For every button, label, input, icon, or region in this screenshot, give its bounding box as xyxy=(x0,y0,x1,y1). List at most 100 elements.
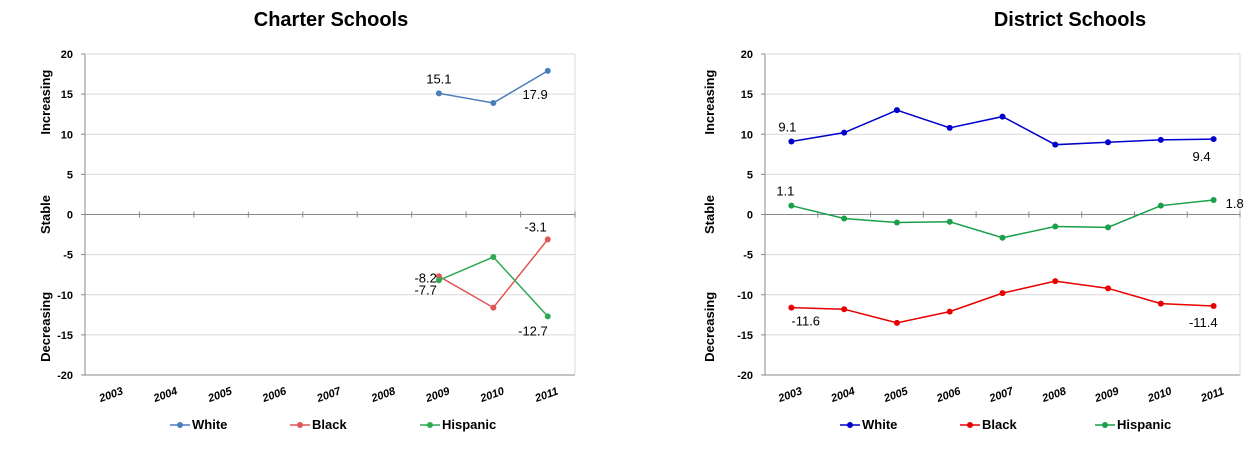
x-tick-label: 2004 xyxy=(151,385,179,405)
data-point-white xyxy=(1210,136,1217,143)
x-tick-label: 2011 xyxy=(533,385,560,405)
data-point-hispanic xyxy=(841,215,848,222)
data-point-black xyxy=(1210,302,1217,309)
data-label: 17.9 xyxy=(522,87,547,102)
x-tick-label: 2009 xyxy=(1093,385,1122,405)
data-point-hispanic xyxy=(544,313,551,320)
y-tick-label: -5 xyxy=(743,250,753,262)
legend-label: White xyxy=(192,417,227,432)
data-point-white xyxy=(544,67,551,74)
data-label: -12.7 xyxy=(518,323,548,338)
y-tick-label: -10 xyxy=(57,290,73,302)
y-tick-label: 10 xyxy=(61,129,73,141)
y-tick-label: 10 xyxy=(741,129,753,141)
charter-schools-chart: Charter Schools 20 15 10 5 0 -5 -10 -15 -20 Increa… xyxy=(0,0,600,462)
band-label: Increasing xyxy=(702,70,717,135)
x-tick-label: 2007 xyxy=(314,385,343,405)
data-point-black xyxy=(788,304,795,311)
data-point-black xyxy=(893,319,900,326)
y-tick-label: 0 xyxy=(747,210,753,222)
data-label: 9.4 xyxy=(1193,149,1211,164)
y-tick-label: 15 xyxy=(61,89,73,101)
data-point-hispanic xyxy=(788,202,795,209)
series-line-hispanic xyxy=(791,199,1214,239)
data-label: -8.2 xyxy=(414,270,436,285)
data-label: 15.1 xyxy=(426,71,451,86)
data-point-white xyxy=(1052,141,1059,148)
data-point-hispanic xyxy=(1052,223,1059,230)
band-label: Decreasing xyxy=(702,292,717,362)
y-tick-label: 5 xyxy=(747,169,753,181)
x-tick-label: 2010 xyxy=(478,385,507,405)
legend-label: White xyxy=(862,417,897,432)
x-tick-label: 2009 xyxy=(423,385,452,405)
y-tick-label: -10 xyxy=(737,290,753,302)
data-point-black xyxy=(544,236,551,243)
charter-schools-svg: Charter Schools 20 15 10 5 0 -5 -10 -15 -20 Increa… xyxy=(38,9,576,432)
x-tick-label: 2006 xyxy=(934,385,963,405)
data-point-white xyxy=(841,129,848,136)
data-point-hispanic xyxy=(1210,197,1217,204)
data-point-white xyxy=(1105,139,1112,146)
data-point-hispanic xyxy=(1157,202,1164,209)
y-tick-label: 20 xyxy=(61,49,73,61)
legend-swatch-marker xyxy=(1102,422,1108,428)
legend-swatch-marker xyxy=(177,422,183,428)
x-tick-label: 2007 xyxy=(987,385,1016,405)
y-tick-label: 20 xyxy=(741,49,753,61)
x-tick-label: 2005 xyxy=(206,385,235,405)
band-label: Stable xyxy=(38,195,53,234)
y-tick-label: -15 xyxy=(737,330,753,342)
chart-title: Charter Schools xyxy=(254,9,408,31)
data-point-hispanic xyxy=(999,234,1006,241)
data-point-black xyxy=(1052,278,1059,285)
band-label: Decreasing xyxy=(38,292,53,362)
data-point-white xyxy=(788,138,795,145)
data-point-black xyxy=(999,290,1006,297)
data-label: -7.7 xyxy=(414,282,436,297)
legend-label: Black xyxy=(312,417,347,432)
data-label: -3.1 xyxy=(524,219,546,234)
x-tick-label: 2011 xyxy=(1198,385,1225,405)
district-schools-chart: District Schools 20 15 10 5 0 -5 -10 -15 -20 Incre… xyxy=(640,0,1256,462)
data-point-white xyxy=(893,107,900,114)
data-point-black xyxy=(841,306,848,313)
x-tick-label: 2008 xyxy=(1040,385,1069,405)
x-tick-label: 2010 xyxy=(1145,385,1174,405)
data-point-white xyxy=(999,113,1006,120)
legend-swatch-marker xyxy=(967,422,973,428)
data-point-black xyxy=(946,308,953,315)
x-tick-label: 2003 xyxy=(97,385,125,405)
data-label: -11.4 xyxy=(1189,315,1218,330)
x-tick-label: 2005 xyxy=(881,385,910,405)
y-tick-label: -20 xyxy=(57,370,73,382)
data-point-black xyxy=(1105,285,1112,292)
data-point-black xyxy=(1157,300,1164,307)
data-point-hispanic xyxy=(435,277,442,284)
y-tick-label: 5 xyxy=(67,169,73,181)
data-label: 9.1 xyxy=(778,119,796,134)
data-point-white xyxy=(435,90,442,97)
data-point-hispanic xyxy=(490,254,497,261)
data-point-hispanic xyxy=(893,219,900,226)
y-tick-label: -20 xyxy=(737,370,753,382)
data-label: 1.8 xyxy=(1226,196,1244,211)
legend-swatch-marker xyxy=(297,422,303,428)
y-tick-label: -5 xyxy=(63,250,73,262)
y-tick-label: 15 xyxy=(741,89,753,101)
legend-label: Hispanic xyxy=(442,417,496,432)
data-label: 1.1 xyxy=(776,184,794,199)
series-line-black xyxy=(791,280,1214,324)
legend-swatch-marker xyxy=(427,422,433,428)
legend-label: Hispanic xyxy=(1117,417,1171,432)
data-point-hispanic xyxy=(1105,224,1112,231)
x-tick-label: 2003 xyxy=(776,385,804,405)
data-point-white xyxy=(946,124,953,131)
legend-label: Black xyxy=(982,417,1017,432)
y-tick-label: -15 xyxy=(57,330,73,342)
legend-swatch-marker xyxy=(847,422,853,428)
data-point-white xyxy=(490,99,497,106)
data-point-hispanic xyxy=(946,218,953,225)
district-schools-svg: District Schools 20 15 10 5 0 -5 -10 -15 -20 Incre… xyxy=(702,9,1244,432)
data-label: -11.6 xyxy=(791,314,820,329)
